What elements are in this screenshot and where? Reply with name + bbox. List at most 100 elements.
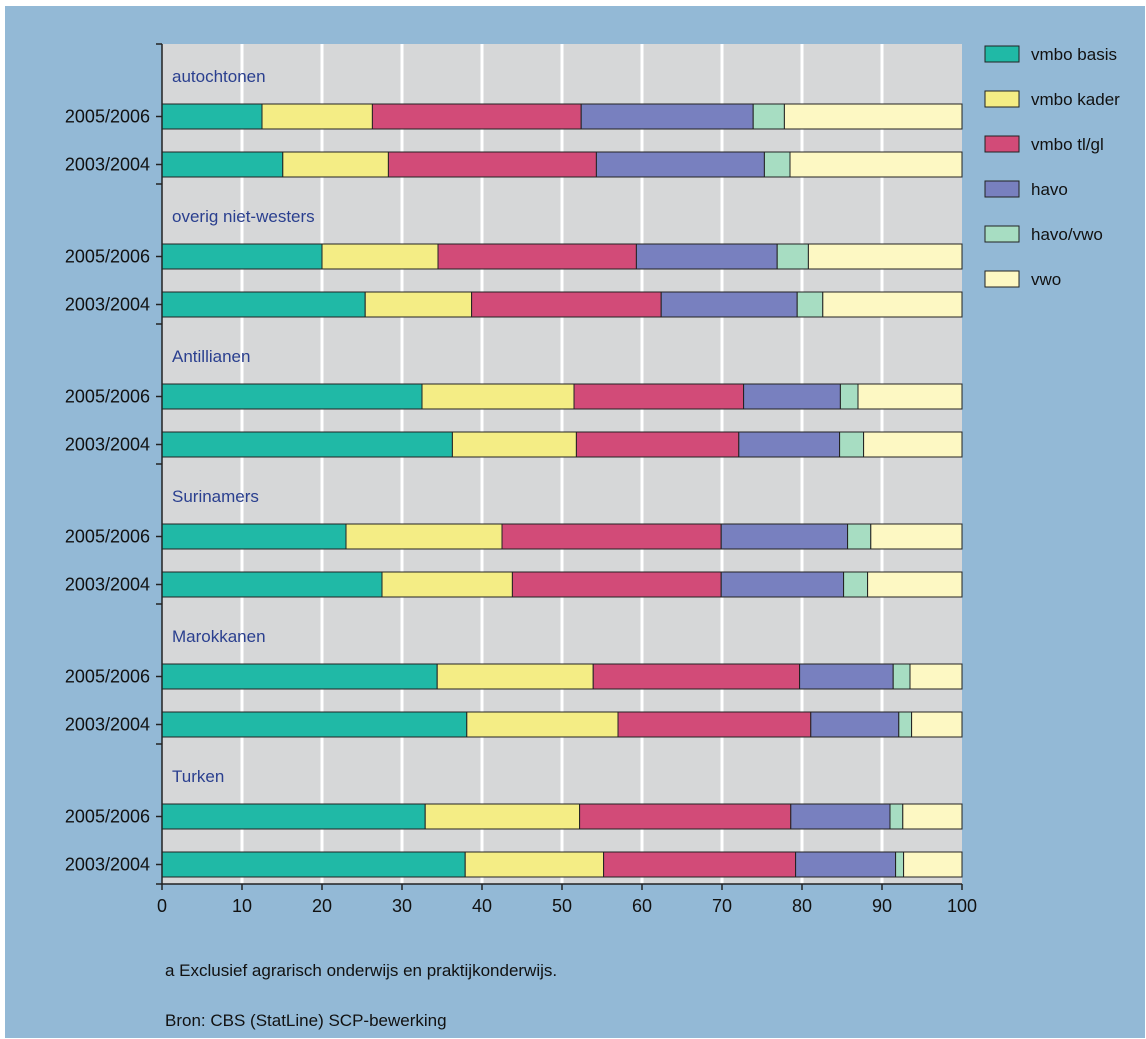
group-label: Surinamers bbox=[172, 487, 259, 506]
legend-label: vmbo kader bbox=[1031, 90, 1120, 109]
bar-segment bbox=[161, 291, 366, 318]
bar-segment bbox=[161, 103, 263, 130]
bar-segment bbox=[466, 711, 619, 738]
bar-segment bbox=[839, 383, 859, 410]
bar-segment bbox=[911, 711, 963, 738]
bar-segment bbox=[635, 243, 778, 270]
y-tick-label: 2003/2004 bbox=[65, 295, 150, 315]
legend-swatch bbox=[984, 225, 1020, 243]
bar-segment bbox=[898, 711, 913, 738]
bar-segment bbox=[364, 291, 473, 318]
x-tick-label: 80 bbox=[792, 896, 812, 916]
bar-segment bbox=[436, 663, 594, 690]
bar-segment bbox=[889, 803, 904, 830]
legend-label: havo/vwo bbox=[1031, 225, 1103, 244]
bar-segment bbox=[437, 243, 637, 270]
bar-segment bbox=[839, 431, 865, 458]
legend-label: vmbo basis bbox=[1031, 45, 1117, 64]
group-label: Antillianen bbox=[172, 347, 250, 366]
bar-segment bbox=[573, 383, 745, 410]
y-tick-label: 2003/2004 bbox=[65, 855, 150, 875]
bar-segment bbox=[161, 523, 347, 550]
bar-segment bbox=[902, 803, 963, 830]
bar-segment bbox=[161, 431, 453, 458]
bar-segment bbox=[161, 711, 468, 738]
bar-segment bbox=[282, 151, 389, 178]
bar-segment bbox=[595, 151, 765, 178]
bar-segment bbox=[743, 383, 841, 410]
bar-segment bbox=[161, 243, 323, 270]
bar-segment bbox=[424, 803, 581, 830]
bar-segment bbox=[909, 663, 963, 690]
bar-segment bbox=[161, 851, 466, 878]
bar-segment bbox=[763, 151, 791, 178]
x-tick-label: 40 bbox=[472, 896, 492, 916]
bar-segment bbox=[843, 571, 869, 598]
x-tick-label: 10 bbox=[232, 896, 252, 916]
x-tick-label: 0 bbox=[157, 896, 167, 916]
bar-segment bbox=[857, 383, 963, 410]
group-label: overig niet-westers bbox=[172, 207, 315, 226]
bar-segment bbox=[161, 383, 423, 410]
x-tick-label: 20 bbox=[312, 896, 332, 916]
bar-segment bbox=[592, 663, 801, 690]
bar-segment bbox=[720, 571, 845, 598]
x-tick-label: 30 bbox=[392, 896, 412, 916]
y-tick-label: 2005/2006 bbox=[65, 667, 150, 687]
bar-segment bbox=[720, 523, 849, 550]
bar-segment bbox=[575, 431, 740, 458]
bar-segment bbox=[501, 523, 722, 550]
bar-segment bbox=[321, 243, 439, 270]
bar-segment bbox=[807, 243, 963, 270]
bar-segment bbox=[161, 571, 383, 598]
bar-segment bbox=[580, 103, 754, 130]
y-tick-label: 2003/2004 bbox=[65, 155, 150, 175]
legend-label: vwo bbox=[1031, 270, 1061, 289]
bar-segment bbox=[451, 431, 577, 458]
bar-segment bbox=[903, 851, 963, 878]
bar-segment bbox=[870, 523, 963, 550]
y-tick-label: 2003/2004 bbox=[65, 715, 150, 735]
legend-swatch bbox=[984, 270, 1020, 288]
legend-swatch bbox=[984, 90, 1020, 108]
bar-segment bbox=[579, 803, 792, 830]
bar-segment bbox=[421, 383, 575, 410]
footnote-text: a Exclusief agrarisch onderwijs en prakt… bbox=[165, 961, 558, 980]
y-tick-label: 2005/2006 bbox=[65, 527, 150, 547]
stacked-bar-chart: autochtonen 2005/2006 2003/2004 overig niet… bbox=[65, 43, 1120, 916]
bar-segment bbox=[892, 663, 911, 690]
bar-segment bbox=[387, 151, 597, 178]
legend-swatch bbox=[984, 45, 1020, 63]
y-tick-label: 2005/2006 bbox=[65, 807, 150, 827]
bar-segment bbox=[796, 291, 824, 318]
bar-segment bbox=[867, 571, 963, 598]
group-label: Marokkanen bbox=[172, 627, 266, 646]
x-tick-label: 100 bbox=[947, 896, 977, 916]
x-tick-label: 70 bbox=[712, 896, 732, 916]
source-text: Bron: CBS (StatLine) SCP-bewerking bbox=[165, 1011, 447, 1030]
bar-segment bbox=[799, 663, 894, 690]
x-tick-label: 50 bbox=[552, 896, 572, 916]
chart-panel: autochtonen 2005/2006 2003/2004 overig niet… bbox=[5, 6, 1145, 1038]
x-tick-label: 60 bbox=[632, 896, 652, 916]
y-tick-label: 2003/2004 bbox=[65, 435, 150, 455]
bar-segment bbox=[776, 243, 809, 270]
bar-segment bbox=[795, 851, 897, 878]
bar-segment bbox=[464, 851, 605, 878]
y-tick-label: 2005/2006 bbox=[65, 387, 150, 407]
legend-label: havo bbox=[1031, 180, 1068, 199]
bar-segment bbox=[471, 291, 662, 318]
bar-segment bbox=[847, 523, 872, 550]
bar-segment bbox=[810, 711, 900, 738]
bar-segment bbox=[161, 663, 438, 690]
bar-segment bbox=[752, 103, 785, 130]
legend-label: vmbo tl/gl bbox=[1031, 135, 1104, 154]
group-label: autochtonen bbox=[172, 67, 266, 86]
bar-segment bbox=[895, 851, 905, 878]
y-tick-label: 2005/2006 bbox=[65, 247, 150, 267]
bar-segment bbox=[261, 103, 373, 130]
bar-segment bbox=[789, 151, 963, 178]
legend-swatch bbox=[984, 180, 1020, 198]
bar-segment bbox=[161, 803, 426, 830]
bar-segment bbox=[345, 523, 503, 550]
